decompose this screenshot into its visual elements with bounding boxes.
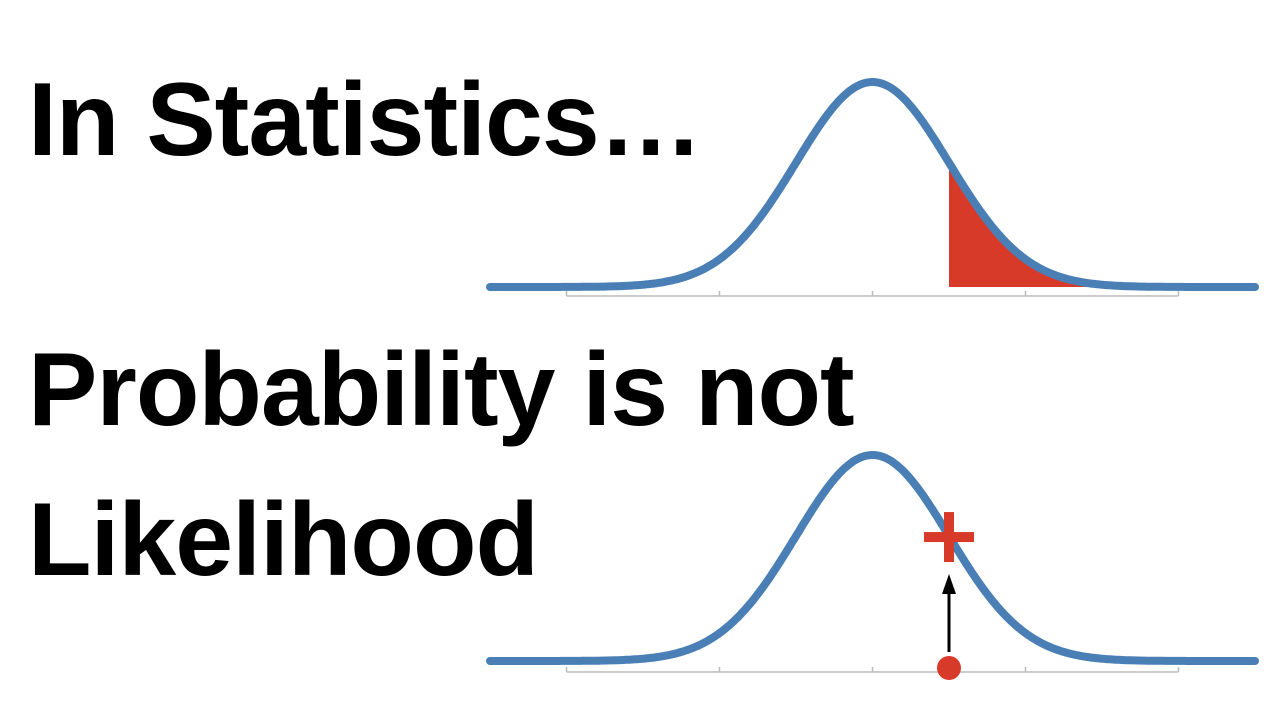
title-line-2: Probability is not xyxy=(28,332,855,448)
normal-curve xyxy=(486,78,1259,291)
likelihood-plus-marker xyxy=(944,512,954,563)
observation-dot xyxy=(937,656,961,680)
shaded-probability-area xyxy=(949,162,1255,287)
title-line-1: In Statistics… xyxy=(28,62,703,178)
arrow-head xyxy=(942,574,956,595)
normal-curve xyxy=(486,451,1259,665)
title-line-3: Likelihood xyxy=(28,482,539,598)
